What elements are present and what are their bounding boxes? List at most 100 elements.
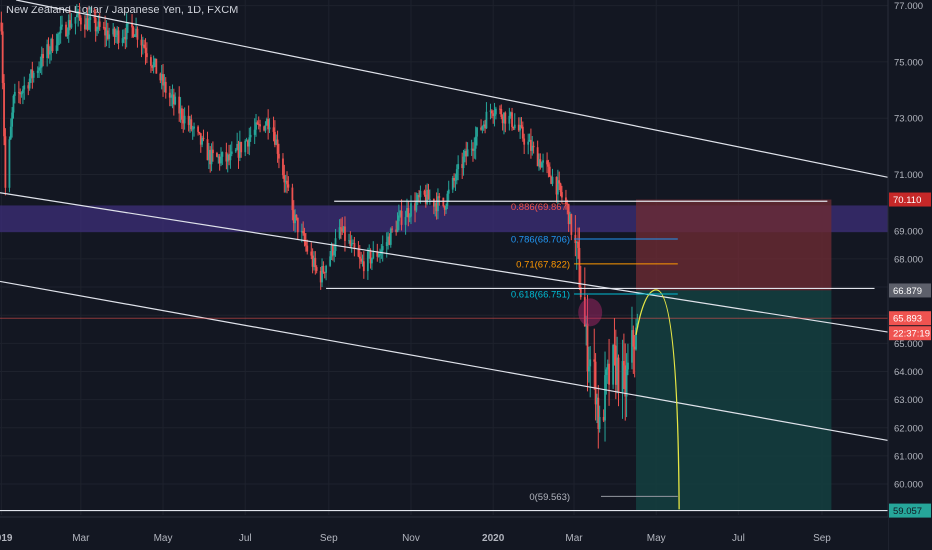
candle-body — [193, 126, 195, 129]
candle-body — [499, 108, 501, 110]
candle-body — [230, 151, 233, 154]
price-tick-label: 63.000 — [894, 395, 923, 406]
candle-body — [555, 176, 558, 195]
candle-body — [267, 119, 270, 130]
candle-body — [329, 256, 332, 266]
price-tick-label: 62.000 — [894, 423, 923, 434]
candlesticks — [0, 3, 639, 449]
candle-body — [427, 189, 430, 200]
candle-body — [519, 125, 522, 131]
time-tick-label: Nov — [402, 533, 420, 544]
candle-body — [342, 226, 345, 232]
candle-body — [9, 126, 12, 140]
candle-body — [218, 156, 221, 164]
candle-body — [294, 214, 297, 224]
candle-body — [500, 109, 503, 117]
candle-body — [125, 23, 128, 40]
candle-body — [255, 122, 257, 130]
candle-body — [191, 128, 194, 130]
candle-body — [131, 22, 133, 28]
candle-body — [509, 112, 512, 116]
candle-body — [216, 153, 218, 157]
candle-body — [145, 53, 148, 58]
candle-body — [633, 346, 636, 350]
price-tick-label: 61.000 — [894, 451, 923, 462]
candle-body — [400, 210, 403, 225]
candle-body — [287, 184, 290, 188]
candle-body — [362, 261, 365, 272]
candle-body — [625, 369, 628, 397]
candle-body — [385, 242, 388, 247]
candle-body — [253, 129, 256, 135]
candle-body — [501, 116, 504, 124]
candle-body — [212, 149, 214, 154]
time-tick-label: Jul — [239, 533, 252, 544]
candle-body — [47, 44, 50, 55]
candle-body — [58, 33, 61, 35]
candle-body — [113, 28, 116, 38]
candle-body — [540, 162, 543, 168]
candle-body — [352, 243, 354, 244]
candle-body — [446, 193, 449, 207]
candle-body — [617, 357, 620, 393]
candle-body — [28, 78, 31, 89]
candle-body — [418, 195, 420, 198]
candle-body — [321, 265, 323, 283]
candle-body — [32, 72, 35, 78]
price-tick-label: 73.000 — [894, 114, 923, 125]
candle-body — [613, 345, 616, 346]
time-tick-label: Sep — [813, 533, 831, 544]
candle-body — [381, 246, 384, 251]
candle-body — [325, 265, 327, 273]
candle-body — [474, 136, 477, 149]
candle-body — [61, 24, 63, 27]
candle-body — [350, 243, 353, 246]
candle-body — [512, 126, 515, 129]
candle-body — [521, 126, 524, 139]
candle-body — [141, 44, 144, 46]
candle-body — [221, 152, 224, 157]
candle-body — [523, 138, 526, 145]
candle-body — [136, 28, 139, 40]
zones — [0, 199, 888, 511]
candle-body — [353, 243, 356, 250]
stop-loss-zone — [636, 199, 832, 291]
candle-body — [210, 149, 213, 165]
candle-body — [249, 134, 252, 138]
candle-body — [586, 323, 589, 372]
candle-body — [3, 82, 5, 137]
candle-body — [108, 34, 111, 39]
fib-label: 0.71(67.822) — [516, 259, 570, 270]
candle-body — [569, 214, 571, 225]
candle-body — [561, 192, 563, 198]
candle-body — [461, 164, 464, 169]
candle-body — [379, 253, 381, 256]
candle-body — [547, 164, 550, 167]
candle-body — [432, 199, 435, 207]
candle-body — [559, 183, 562, 193]
candle-body — [247, 140, 249, 147]
price-tick-label: 75.000 — [894, 57, 923, 68]
current-price-badge: 65.893 — [893, 314, 922, 325]
candle-body — [198, 131, 201, 134]
countdown-badge-bg — [889, 326, 931, 341]
candle-body — [593, 359, 596, 362]
candle-body — [163, 81, 166, 86]
candle-body — [201, 137, 204, 145]
candle-body — [155, 58, 158, 74]
projection-curve — [635, 289, 680, 510]
candle-body — [302, 231, 305, 234]
candle-body — [124, 37, 127, 40]
candle-body — [12, 95, 15, 113]
candle-body — [490, 110, 493, 114]
candle-body — [606, 363, 609, 370]
candle-body — [36, 70, 39, 73]
candle-body — [583, 297, 586, 327]
candle-body — [476, 127, 478, 137]
candle-body — [240, 142, 243, 153]
candle-body — [183, 115, 186, 124]
candle-body — [133, 35, 136, 37]
price-tick-label: 64.000 — [894, 367, 923, 378]
candle-body — [40, 54, 43, 68]
